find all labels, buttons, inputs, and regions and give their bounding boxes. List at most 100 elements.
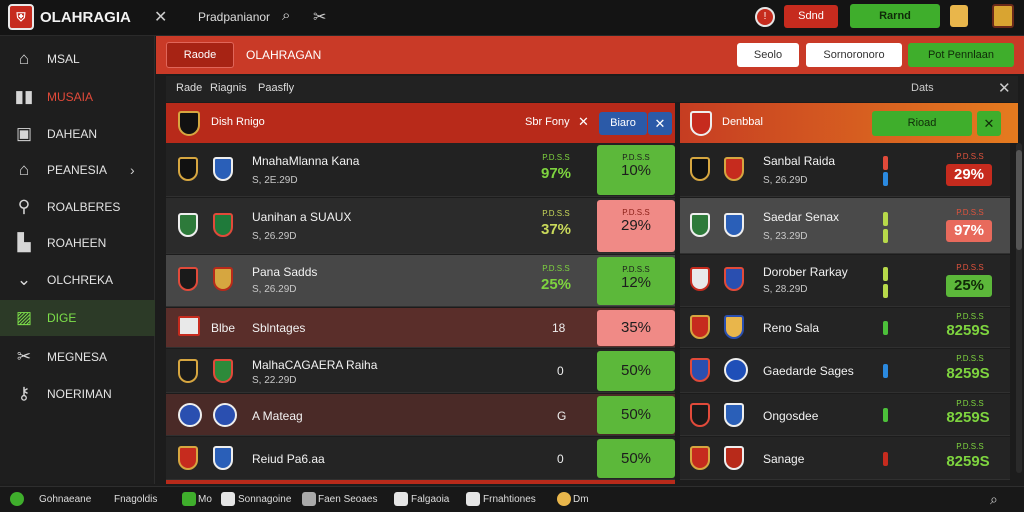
score-value: 0 [557,364,564,378]
status-item[interactable]: Gohnaeane [39,494,92,505]
team-crest-icon [213,446,233,470]
trend-icon [883,452,888,466]
status-item[interactable]: Falgaoia [411,494,450,505]
sidebar-item-musaia[interactable]: ▮▮ MUSAIA [0,79,155,115]
trend-up-icon [883,156,888,170]
table-row[interactable]: Gaedarde Sages P.D.S.S 8259S [680,349,1010,393]
sidebar-item-label: MSAL [47,52,80,66]
tools-icon[interactable]: ✂ [313,9,327,26]
search-icon[interactable]: ⌕ [282,7,291,24]
filter-item[interactable]: Rade [176,82,203,94]
sidebar-item-label: OLCHREKA [47,273,114,287]
odd-label: P.D.S.S [542,153,570,162]
close-icon[interactable]: ✕ [998,80,1011,97]
app-logo[interactable]: ⛨ [8,4,34,30]
team-crest-icon [690,403,710,427]
close-icon[interactable]: ✕ [154,9,168,26]
table-row[interactable]: Sanage P.D.S.S 8259S [680,437,1010,480]
vertical-scrollbar[interactable] [1016,143,1022,473]
team-crest-icon [178,359,198,383]
bars-icon: ▮▮ [14,87,34,106]
table-row[interactable]: Blbe Sblntages 18 35% [166,308,675,348]
odd-value: 25% [540,276,572,293]
right-panel-header: Denbbal Rioad ✕ [680,103,1018,143]
percent-box[interactable]: 50% [597,439,675,478]
percent-box[interactable]: 35% [597,310,675,346]
team-name: Saedar Senax [763,210,840,224]
status-icon [557,492,571,506]
sidebar-item-dahean[interactable]: ▣ DAHEAN [0,116,155,152]
odd-value[interactable]: 29% [946,164,992,186]
right-panel-button[interactable]: Rioad [872,111,972,136]
table-row[interactable]: Uanihan a SUAUX S, 26.29D P.D.S.S 37% P.… [166,198,675,254]
header-widget-1[interactable]: Seolo [737,43,799,67]
status-item[interactable]: Sonnagoine [238,494,292,505]
header-button[interactable]: Raode [166,42,234,68]
percent-box[interactable]: P.D.S.S 10% [597,145,675,195]
table-row[interactable]: Reiud Pa6.aa 0 50% [166,437,675,480]
club-badge-icon[interactable] [992,4,1014,28]
table-row[interactable]: Dorober Rarkay S, 28.29D P.D.S.S 25% [680,255,1010,307]
team-meta: S, 23.29D [763,231,808,242]
percent-box[interactable]: 50% [597,351,675,391]
status-item[interactable]: Dm [573,494,589,505]
top-red-button[interactable]: Sdnd [784,5,838,28]
horizontal-scrollbar[interactable] [166,480,675,484]
status-icon [221,492,235,506]
filter-item[interactable]: Riagnis [210,82,247,94]
sidebar-item-peanesia[interactable]: ⌂ PEANESIA › [0,152,155,188]
left-panel-button[interactable]: Biaro [599,112,647,135]
table-row[interactable]: MnahaMlanna Kana S, 2E.29D P.D.S.S 97% P… [166,143,675,197]
team-crest-icon [178,446,198,470]
avatar[interactable] [950,5,968,27]
status-item[interactable]: Mo [198,494,212,505]
table-row[interactable]: Ongosdee P.D.S.S 8259S [680,394,1010,436]
sidebar-item-roaheen[interactable]: ▙ ROAHEEN [0,225,155,261]
sidebar-item-megnesa[interactable]: ✂ MEGNESA [0,339,155,375]
search-label[interactable]: Pradpanianor [198,10,271,24]
team-name: Sanage [763,452,805,466]
trend-down-icon [883,284,888,298]
close-icon[interactable]: ✕ [977,111,1001,136]
table-row[interactable]: Saedar Senax S, 23.29D P.D.S.S 97% [680,198,1010,254]
sidebar-item-roalberes[interactable]: ⚲ ROALBERES [0,189,155,225]
score-value: G [557,409,567,423]
filter-right-label[interactable]: Dats [911,82,934,94]
status-item[interactable]: Fnagoldis [114,494,158,505]
sidebar-item-label: MEGNESA [47,350,108,364]
percent-box[interactable]: 50% [597,396,675,434]
close-icon[interactable]: ✕ [648,112,672,135]
search-icon[interactable]: ⌕ [990,491,998,507]
left-panel-select[interactable]: Sbr Fony [525,116,570,128]
odd-value[interactable]: 25% [946,275,992,297]
percent-box[interactable]: P.D.S.S 29% [597,200,675,252]
top-green-button[interactable]: Rarnd [850,4,940,28]
table-row[interactable]: Sanbal Raida S, 26.29D P.D.S.S 29% [680,143,1010,197]
team-crest-icon [690,358,710,382]
chevron-down-icon: ⌄ [16,270,32,289]
status-item[interactable]: Faen Seoaes [318,494,378,505]
sidebar-item-msal[interactable]: ⌂ MSAL [0,41,155,77]
percent-value: 50% [620,406,652,423]
team-meta: S, 28.29D [763,284,808,295]
percent-value: 50% [620,450,652,467]
header-widget-2[interactable]: Sornoronoro [806,43,902,67]
status-item[interactable]: Frnahtiones [483,494,536,505]
sidebar-item-dige[interactable]: ▨ DIGE [0,300,155,336]
table-row[interactable]: Pana Sadds S, 26.29D P.D.S.S 25% P.D.S.S… [166,255,675,307]
sidebar-item-olchreka[interactable]: ⌄ OLCHREKA [0,262,155,298]
odd-label: P.D.S.S [956,399,984,408]
odd-value[interactable]: 97% [946,220,992,242]
filter-item[interactable]: Paasfly [258,82,295,94]
alert-icon[interactable]: ! [755,7,775,27]
scrollbar-thumb[interactable] [1016,150,1022,250]
header-green-button[interactable]: Pot Pennlaan [908,43,1014,67]
table-row[interactable]: A Mateag G 50% [166,394,675,436]
team-crest-icon [178,316,200,336]
table-row[interactable]: Reno Sala P.D.S.S 8259S [680,308,1010,348]
table-row[interactable]: MalhaCAGAERA Raiha S, 22.29D 0 50% [166,349,675,393]
sidebar-item-noeriman[interactable]: ⚷ NOERIMAN [0,376,155,412]
percent-box[interactable]: P.D.S.S 12% [597,257,675,305]
close-icon[interactable]: ✕ [578,114,589,129]
status-icon [394,492,408,506]
